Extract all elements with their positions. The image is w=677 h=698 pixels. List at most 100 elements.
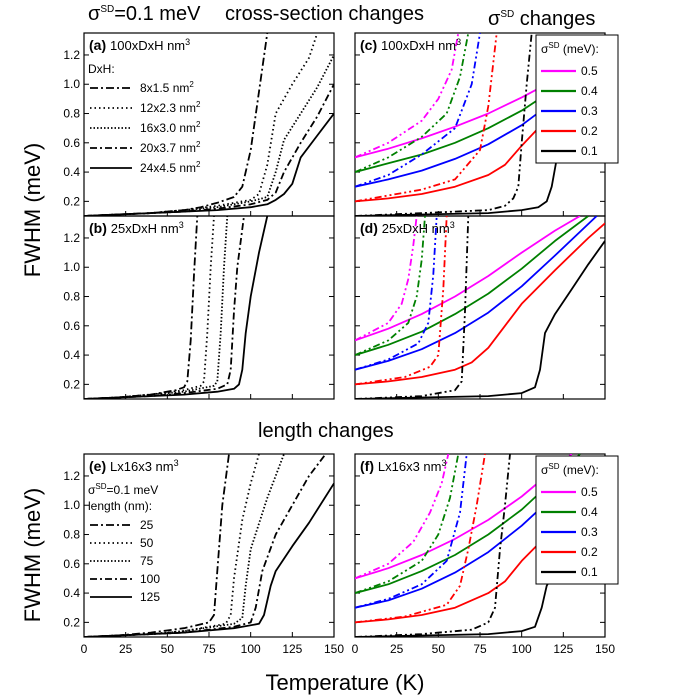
x-tick-label: 100 <box>241 642 261 656</box>
series-line-d-9 <box>355 216 470 399</box>
x-axis-label: Temperature (K) <box>266 670 425 695</box>
legend-label: 0.3 <box>581 104 598 118</box>
x-tick-label: 25 <box>119 642 133 656</box>
series-line-a-4 <box>84 112 334 216</box>
series-line-f-8 <box>355 454 486 624</box>
y-tick-label: 0.2 <box>63 377 80 391</box>
panels-group: 0.2 0.4 0.6 0.8 1.0 1.2 (a) 100xDxH nm3 DxH: 8x1… <box>63 32 619 656</box>
legend-label: 100 <box>140 572 160 586</box>
panel-frame-b <box>83 215 335 400</box>
series-line-d-7 <box>355 216 438 371</box>
series-line-a-3 <box>84 83 334 216</box>
legend-label: 0.5 <box>581 64 598 78</box>
y-tick-label: 0.4 <box>63 348 80 362</box>
panel-title-f: (f) Lx16x3 nm3 <box>360 458 447 474</box>
legend-box <box>535 34 619 164</box>
y-tick-label: 1.2 <box>63 469 80 483</box>
series-line-b-0 <box>84 216 199 399</box>
series-group-e <box>84 454 334 637</box>
series-line-e-3 <box>84 454 327 637</box>
panel-f: 0 25 50 75 100 125 150 (f) Lx16x3 nm3 σSD (meV):… <box>352 453 619 656</box>
series-group-f <box>355 454 605 637</box>
heading-sigma-left: σSD=0.1 meV <box>88 3 201 25</box>
series-line-b-3 <box>84 216 245 399</box>
series-line-c-8 <box>355 33 498 203</box>
series-line-d-3 <box>355 222 605 386</box>
panel-b: 0.2 0.4 0.6 0.8 1.0 1.2 (b) 25xDxH nm3 <box>63 215 335 400</box>
y-axis-label-bottom: FWHM (meV) <box>20 488 45 622</box>
y-tick-label: 1.2 <box>63 231 80 245</box>
x-tick-label: 125 <box>282 642 302 656</box>
series-line-b-4 <box>84 216 269 399</box>
series-line-c-7 <box>355 33 481 188</box>
legend-label: 16x3.0 nm2 <box>140 120 201 135</box>
series-line-a-1 <box>84 33 319 216</box>
y-tick-label: 1.0 <box>63 260 80 274</box>
legend-label: 0.2 <box>581 545 598 559</box>
series-line-d-8 <box>355 216 448 386</box>
y-tick-label: 0.4 <box>63 586 80 600</box>
series-group-b <box>84 216 269 399</box>
x-tick-label: 125 <box>553 642 573 656</box>
panel-frame-a <box>83 32 335 217</box>
legend-label: 0.1 <box>581 144 598 158</box>
series-line-b-1 <box>84 216 215 399</box>
series-line-c-5 <box>355 33 460 159</box>
legend-subtitle: length (nm): <box>88 499 152 513</box>
legend-title: σSD (meV): <box>541 41 599 56</box>
legend-label: 25 <box>140 518 154 532</box>
series-line-d-5 <box>355 216 418 342</box>
y-tick-label: 0.8 <box>63 528 80 542</box>
y-tick-label: 0.4 <box>63 165 80 179</box>
legend-label: 8x1.5 nm2 <box>140 80 194 95</box>
x-tick-label: 0 <box>352 642 359 656</box>
series-line-d-6 <box>355 216 426 356</box>
legend-box <box>535 455 619 585</box>
legend-label: 0.3 <box>581 525 598 539</box>
series-line-e-4 <box>84 482 334 637</box>
y-tick-label: 0.8 <box>63 290 80 304</box>
panel-d: (d) 25xDxH nm3 <box>354 215 606 400</box>
legend-label: 75 <box>140 554 154 568</box>
legend-label: 0.2 <box>581 124 598 138</box>
panel-title-b: (b) 25xDxH nm3 <box>89 220 184 236</box>
y-tick-label: 0.2 <box>63 194 80 208</box>
x-tick-label: 150 <box>324 642 344 656</box>
series-line-f-6 <box>355 454 460 594</box>
legend-label: 12x2.3 nm2 <box>140 100 201 115</box>
panel-title-d: (d) 25xDxH nm3 <box>360 220 455 236</box>
legend-label: 125 <box>140 590 160 604</box>
series-line-d-0 <box>355 216 581 342</box>
legend-title: σSD (meV): <box>541 462 599 477</box>
legend-title: DxH: <box>88 62 115 76</box>
series-line-d-2 <box>355 216 598 371</box>
y-axis-label-top: FWHM (meV) <box>20 143 45 277</box>
series-line-d-1 <box>355 216 589 356</box>
legend-label: 24x4.5 nm2 <box>140 160 201 175</box>
y-tick-label: 0.8 <box>63 107 80 121</box>
series-line-b-2 <box>84 216 229 399</box>
panel-a: 0.2 0.4 0.6 0.8 1.0 1.2 (a) 100xDxH nm3 DxH: 8x1… <box>63 32 335 217</box>
x-tick-label: 75 <box>473 642 487 656</box>
y-tick-label: 0.2 <box>63 615 80 629</box>
legend-label: 50 <box>140 536 154 550</box>
series-line-f-9 <box>355 454 511 637</box>
series-group-a <box>84 33 334 216</box>
legend-label: 20x3.7 nm2 <box>140 140 201 155</box>
y-tick-label: 0.6 <box>63 136 80 150</box>
legend-title: σSD=0.1 meV <box>88 482 158 497</box>
y-tick-label: 1.2 <box>63 48 80 62</box>
panel-e: 0.2 0.4 0.6 0.8 1.0 1.2 0 25 50 75 100 125 150 (e) Lx… <box>63 453 344 656</box>
panel-title-e: (e) Lx16x3 nm3 <box>89 458 179 474</box>
series-line-a-2 <box>84 54 334 216</box>
series-line-f-7 <box>355 454 468 609</box>
legend-label: 0.4 <box>581 505 598 519</box>
y-tick-label: 1.0 <box>63 498 80 512</box>
series-line-c-6 <box>355 33 470 173</box>
series-line-e-1 <box>84 454 260 637</box>
x-tick-label: 75 <box>202 642 216 656</box>
series-line-c-9 <box>355 33 533 216</box>
x-tick-label: 0 <box>81 642 88 656</box>
y-tick-label: 0.6 <box>63 319 80 333</box>
